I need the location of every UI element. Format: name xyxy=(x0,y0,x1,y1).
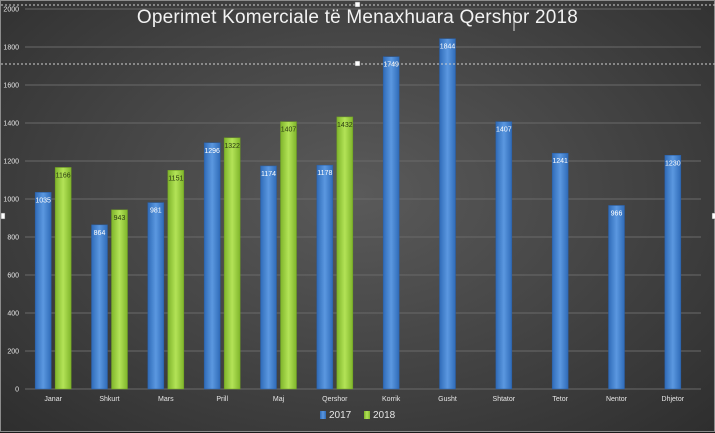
legend[interactable]: 2017 2018 xyxy=(320,410,396,421)
chart-title[interactable]: Operimet Komerciale të Menaxhuara Qersho… xyxy=(136,7,579,28)
resize-handle-top[interactable] xyxy=(354,1,361,8)
y-tick-label: 2000 xyxy=(3,7,19,14)
data-label: 1230 xyxy=(665,160,681,167)
x-tick-label: Tetor xyxy=(552,396,568,403)
grid-lines xyxy=(25,8,701,390)
data-label: 1035 xyxy=(35,197,51,204)
y-tick-label: 800 xyxy=(7,235,19,242)
data-label: 1407 xyxy=(496,127,512,134)
data-label: 966 xyxy=(611,210,623,217)
x-tick-label: Korrik xyxy=(382,396,401,403)
data-label: 1749 xyxy=(383,62,399,69)
data-label: 1241 xyxy=(552,158,568,165)
y-tick-label: 0 xyxy=(15,387,19,394)
legend-label-2018[interactable]: 2018 xyxy=(373,410,396,421)
bar-2018-shkurt[interactable] xyxy=(111,209,128,390)
data-label: 1407 xyxy=(281,127,297,134)
title-selection-frame xyxy=(1,1,715,220)
data-label: 1174 xyxy=(261,171,276,178)
data-label: 864 xyxy=(94,230,106,237)
data-label: 1296 xyxy=(204,148,220,155)
data-label: 1844 xyxy=(440,44,456,51)
bar-2017-prill[interactable] xyxy=(203,142,221,390)
x-axis-ticks: Janar Shkurt Mars Prill Maj Qershor Korrik Gush… xyxy=(44,396,684,403)
data-label: 1322 xyxy=(224,143,240,150)
bar-2017-tetor[interactable] xyxy=(551,152,569,390)
resize-handle-left[interactable] xyxy=(1,212,6,220)
bar-2017-korrik[interactable] xyxy=(382,56,400,390)
bar-2017-gusht[interactable] xyxy=(439,38,456,390)
y-tick-label: 200 xyxy=(7,349,19,356)
y-tick-label: 400 xyxy=(7,311,19,318)
bar-2017-maj[interactable] xyxy=(260,165,277,390)
y-tick-label: 1000 xyxy=(3,197,19,204)
data-label: 943 xyxy=(114,215,126,222)
bar-2018-mars[interactable] xyxy=(167,170,185,390)
x-tick-label: Mars xyxy=(158,396,174,403)
x-tick-label: Gusht xyxy=(438,396,457,403)
bar-2018-maj[interactable] xyxy=(280,121,297,390)
y-tick-label: 600 xyxy=(7,273,19,280)
x-tick-label: Prill xyxy=(216,396,228,403)
data-label: 1432 xyxy=(337,122,353,129)
data-label: 1166 xyxy=(56,172,71,179)
resize-handle-bottom[interactable] xyxy=(354,60,361,67)
bar-2017-janar[interactable] xyxy=(34,192,52,390)
y-tick-label: 1400 xyxy=(3,121,19,128)
bar-2017-mars[interactable] xyxy=(147,202,165,390)
x-tick-label: Dhjetor xyxy=(662,396,685,403)
x-tick-label: Maj xyxy=(273,396,285,403)
bar-2018-prill[interactable] xyxy=(223,137,241,390)
resize-handle-right[interactable] xyxy=(711,212,715,220)
data-label: 1151 xyxy=(168,175,183,182)
bar-2018-janar[interactable] xyxy=(54,167,72,390)
y-tick-label: 1800 xyxy=(3,45,19,52)
y-tick-label: 1200 xyxy=(3,159,19,166)
legend-swatch-2017 xyxy=(320,411,326,419)
legend-label-2017[interactable]: 2017 xyxy=(329,410,352,421)
bars: 1035 1166 864 943 981 1151 1296 1322 1174 1407 117… xyxy=(34,38,682,390)
y-axis-ticks: 0 200 400 600 800 1000 1200 1400 1600 1800 2000 xyxy=(3,7,19,394)
bar-2017-dhjetor[interactable] xyxy=(664,155,682,390)
data-label: 981 xyxy=(150,208,162,215)
bar-2017-shkurt[interactable] xyxy=(91,224,108,390)
x-tick-label: Shtator xyxy=(493,396,516,403)
bar-2017-nentor[interactable] xyxy=(608,205,625,390)
x-tick-label: Qershor xyxy=(322,396,348,403)
x-tick-label: Shkurt xyxy=(99,396,119,403)
bar-2017-qershor[interactable] xyxy=(316,164,334,390)
bar-2018-qershor[interactable] xyxy=(336,116,354,390)
legend-swatch-2018 xyxy=(364,411,370,419)
x-tick-label: Janar xyxy=(44,396,62,403)
x-tick-label: Nentor xyxy=(606,396,628,403)
y-tick-label: 1600 xyxy=(3,83,19,90)
bar-2017-shtator[interactable] xyxy=(495,121,513,390)
data-label: 1178 xyxy=(317,170,332,177)
